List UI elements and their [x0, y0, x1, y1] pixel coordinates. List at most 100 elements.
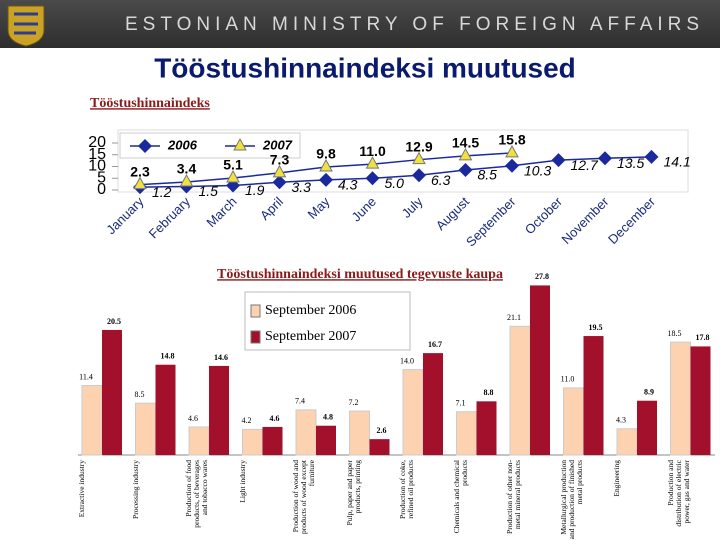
data-label: 14.1: [664, 154, 691, 170]
bar: [349, 410, 370, 456]
data-label: 7.3: [270, 152, 290, 168]
data-label: 9.8: [316, 146, 336, 162]
legend-marker: [138, 139, 152, 153]
bar: [509, 325, 531, 456]
bar: [456, 411, 477, 456]
data-label: 19.5: [589, 323, 603, 332]
x-tick-label: March: [203, 194, 239, 230]
x-tick-label: Production of coke, refined oil products: [399, 460, 415, 519]
x-tick-label: October: [522, 193, 566, 237]
bar: [81, 384, 103, 456]
bar: [423, 353, 443, 455]
data-label: 13.5: [617, 155, 644, 171]
x-tick-label: Processing industry: [131, 460, 140, 519]
data-label: 4.3: [616, 416, 626, 425]
x-tick-label: September: [463, 193, 519, 249]
bar: [209, 365, 229, 455]
x-tick-label: Engineering: [613, 460, 621, 497]
marker: [365, 156, 380, 169]
data-label: 5.0: [385, 175, 405, 191]
marker: [319, 158, 333, 172]
data-label: 7.2: [349, 398, 359, 407]
bar: [616, 428, 638, 456]
marker: [319, 172, 333, 187]
legend-label: 2006: [167, 137, 198, 152]
x-tick-label: February: [146, 194, 194, 242]
legend-label: September 2007: [265, 329, 356, 344]
data-label: 15.8: [498, 132, 525, 148]
x-tick-label: August: [433, 194, 472, 233]
data-label: 7.1: [456, 399, 466, 408]
bar: [369, 439, 390, 455]
data-label: 8.5: [478, 167, 498, 183]
legend-marker: [233, 137, 247, 151]
bar: [402, 369, 424, 456]
bar: [476, 401, 497, 455]
x-tick-label: Chemicals and chemical products: [452, 460, 469, 534]
x-tick-label: Production of other non-metal mineral pr…: [506, 460, 522, 534]
slide-title: Tööstushinnaindeksi muutused: [154, 52, 576, 83]
data-label: 4.8: [323, 413, 333, 422]
data-label: 27.8: [535, 272, 549, 281]
marker: [412, 168, 426, 183]
legend-swatch: [250, 330, 261, 344]
data-label: 14.6: [214, 353, 228, 362]
series-line: [139, 156, 652, 188]
x-tick-label: Production of food products, of beverage…: [185, 460, 209, 528]
x-tick-label: Extractive industry: [78, 460, 86, 518]
bar: [690, 346, 711, 455]
x-tick-label: January: [103, 194, 147, 238]
marker: [505, 158, 519, 173]
data-label: 14.0: [400, 356, 414, 365]
x-tick-label: July: [399, 194, 426, 221]
y-tick-label: 0: [97, 181, 106, 198]
bar: [155, 364, 176, 455]
data-label: 1.2: [152, 184, 172, 200]
marker: [133, 176, 147, 190]
y-tick-label: 20: [88, 134, 106, 151]
x-tick-label: Metallurgical production and production …: [559, 460, 584, 540]
data-label: 6.3: [431, 172, 451, 188]
data-label: 4.2: [242, 416, 252, 425]
marker: [226, 169, 240, 183]
data-label: 14.5: [452, 135, 479, 151]
chart-title: Tööstushinnaindeksi muutused tegevuste k…: [217, 267, 503, 282]
marker: [551, 153, 566, 168]
data-label: 5.1: [223, 157, 243, 173]
marker: [412, 151, 426, 165]
bar: [135, 402, 156, 456]
x-tick-label: December: [605, 193, 658, 246]
legend-label: 2007: [262, 137, 293, 152]
x-tick-label: Production of wood and products of wood …: [292, 460, 316, 534]
bar: [262, 426, 283, 455]
x-tick-label: May: [305, 194, 333, 222]
marker: [598, 151, 612, 166]
x-tick-label: Production and distribution of electric …: [666, 460, 691, 527]
data-label: 8.5: [135, 390, 145, 399]
data-label: 8.8: [484, 388, 494, 397]
data-label: 17.8: [696, 333, 710, 342]
bar: [188, 426, 210, 456]
marker: [272, 164, 287, 178]
legend-label: September 2006: [265, 303, 356, 318]
x-tick-label: Light industry: [238, 460, 247, 503]
data-label: 4.6: [188, 414, 198, 423]
data-label: 18.5: [668, 329, 682, 338]
bar: [295, 409, 317, 456]
data-label: 21.1: [507, 313, 521, 322]
bar: [316, 425, 336, 455]
bar: [563, 387, 584, 456]
data-label: 11.0: [359, 143, 386, 159]
marker: [365, 171, 380, 186]
x-tick-label: November: [559, 193, 612, 246]
data-label: 7.4: [295, 397, 305, 406]
marker: [644, 149, 659, 164]
marker: [272, 175, 287, 190]
data-label: 2.6: [377, 426, 387, 435]
data-label: 11.4: [79, 372, 93, 381]
header-band: [0, 0, 720, 48]
data-label: 8.9: [644, 388, 654, 397]
bar: [637, 400, 657, 455]
